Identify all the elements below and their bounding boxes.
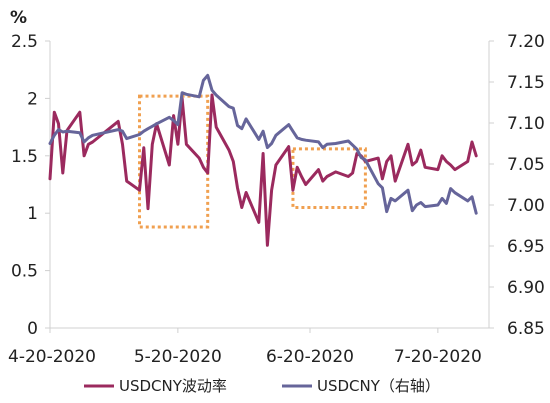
left-axis-tick-label: 0 [27,319,38,339]
legend: USDCNY波动率 USDCNY（右轴） [84,377,440,395]
series-line-usdcny-volatility [48,93,478,247]
legend-label: USDCNY（右轴） [317,377,440,395]
left-axis-unit: % [10,8,27,28]
right-axis-tick-label: 7.05 [507,155,545,175]
left-axis-tick-label: 0.5 [11,262,38,282]
highlight-box-2 [291,147,367,209]
right-axis-tick-label: 7.20 [507,32,545,52]
right-axis-tick-label: 6.90 [507,278,545,298]
right-axis-tick-label: 7.15 [507,73,545,93]
right-axis-tick-label: 7.00 [507,196,545,216]
x-axis-tick-label: 7-20-2020 [394,347,482,367]
series-lines [48,73,478,247]
x-axis-tick-label: 6-20-2020 [266,347,354,367]
x-axis-tick-label: 5-20-2020 [134,347,222,367]
axes: 0 0.5 1 1.5 2 2.5 6.85 6.90 6.95 7.00 7.05 7.10 7.15… [8,32,545,367]
right-axis-tick-label: 7.10 [507,114,545,134]
left-axis-tick-label: 1.5 [11,147,38,167]
left-axis-tick-label: 1 [27,204,38,224]
right-axis-tick-label: 6.95 [507,237,545,257]
right-axis-tick-label: 6.85 [507,319,545,339]
left-axis-tick-label: 2.5 [11,32,38,52]
series-line-usdcny [48,73,478,215]
legend-label: USDCNY波动率 [119,377,227,395]
x-axis-tick-label: 4-20-2020 [8,347,96,367]
left-axis-tick-label: 2 [27,89,38,109]
